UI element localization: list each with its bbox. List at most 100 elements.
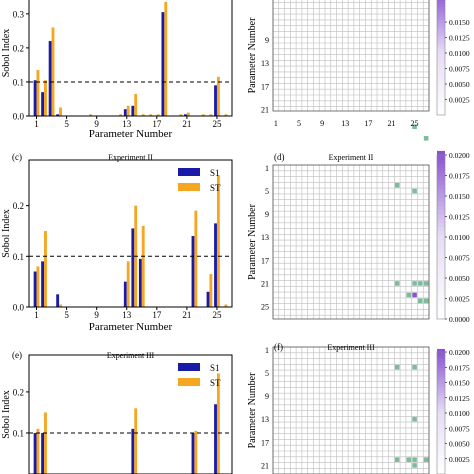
bar-st-p22 [194, 430, 198, 474]
legend-swatch-s1 [178, 168, 200, 176]
bar-st-p26 [224, 114, 228, 116]
colorbar-segment [437, 383, 445, 387]
panel-label: (e) [12, 350, 22, 360]
heatmap-cell-p22-p4 [394, 182, 400, 188]
colorbar-segment [437, 314, 445, 320]
bar-st-p13 [126, 261, 130, 307]
bar-s1-p25 [214, 223, 217, 307]
colorbar-segment [437, 358, 445, 362]
heatmap-x-tick-label: 5 [297, 119, 301, 128]
y-tick-label: 0.3 [13, 9, 25, 19]
colorbar-segment [437, 235, 445, 240]
colorbar-segment [437, 256, 445, 261]
colorbar-tick-label: 0.0025 [449, 96, 470, 105]
heatmap-cell-p25-p20 [412, 457, 417, 462]
heatmap-x-tick-label: 13 [341, 119, 349, 128]
heatmap-cell-p27-p20 [423, 457, 429, 462]
panel-title: Experiment II [329, 153, 374, 162]
bar-st-p25 [216, 373, 220, 474]
colorbar-segment [437, 395, 445, 400]
heatmap-cell-p25-p21 [412, 463, 417, 468]
bar-s1-p14 [131, 228, 135, 307]
colorbar-tick-label: 0.0125 [449, 213, 470, 222]
x-tick-label: 5 [64, 310, 69, 320]
colorbar-segment [437, 272, 445, 278]
colorbar-tick-label: 0.0025 [449, 295, 470, 304]
colorbar-segment [437, 361, 445, 366]
colorbar-segment [437, 16, 445, 21]
legend-swatch-st [178, 378, 200, 386]
x-tick-label: 21 [182, 119, 191, 129]
panel-label: (f) [274, 342, 283, 352]
heatmap-y-tick-label: 21 [261, 461, 269, 470]
colorbar-tick-label: 0.0050 [449, 440, 470, 449]
heatmap-x-tick-label: 21 [387, 119, 395, 128]
colorbar-segment [437, 239, 445, 244]
y-tick-label: 0.0 [13, 112, 25, 122]
x-tick-label: 17 [152, 310, 162, 320]
colorbar-tick-label: 0.0075 [449, 65, 470, 74]
colorbar-segment [437, 19, 445, 24]
colorbar-segment [437, 367, 445, 372]
bar-s1-p1 [33, 432, 37, 474]
panel-title: Experiment II [108, 153, 153, 162]
legend-swatch-s1 [178, 363, 200, 371]
heatmap-y-tick-label: 17 [261, 256, 269, 265]
colorbar-segment [437, 105, 445, 110]
heatmap-grid [272, 346, 430, 474]
colorbar-tick-label: 0.0175 [449, 172, 470, 181]
colorbar-segment [437, 455, 445, 459]
colorbar-segment [437, 439, 445, 444]
colorbar-segment [437, 48, 445, 52]
heatmap-cell-p25-p24 [412, 124, 417, 130]
colorbar-segment [437, 29, 445, 33]
y-tick-label: 0.1 [13, 77, 24, 87]
colorbar-segment [437, 155, 445, 160]
colorbar-segment [437, 310, 445, 316]
bar-st-p24 [209, 274, 213, 307]
bar-s1-p14 [131, 105, 135, 116]
bar-st-p17 [156, 114, 160, 116]
heatmap-cell-p27-p24 [423, 298, 429, 304]
y-axis-label: Sobol Index [1, 209, 12, 258]
bar-st-p14 [134, 93, 138, 116]
heatmap-y-tick-label: 17 [261, 438, 269, 447]
heatmap-cell-p24-p23 [406, 292, 412, 298]
colorbar-segment [437, 373, 445, 378]
bar-st-p2 [44, 412, 47, 474]
legend-label-st: ST [210, 378, 221, 388]
heatmap-x-tick-label: 9 [320, 119, 324, 128]
colorbar-segment [437, 192, 445, 198]
colorbar-segment [437, 370, 445, 375]
bar-s1-p3 [48, 41, 52, 116]
colorbar-segment [437, 0, 445, 5]
bar-s1-p2 [41, 261, 45, 307]
colorbar-segment [437, 436, 445, 441]
colorbar-segment [437, 92, 445, 97]
colorbar-segment [437, 45, 445, 49]
colorbar-segment [437, 364, 445, 369]
bar-s1-p14 [131, 428, 135, 474]
colorbar-segment [437, 35, 445, 40]
bar-st-p2 [44, 80, 47, 116]
bar-st-p15 [141, 225, 145, 307]
bar-s1-p2 [41, 432, 45, 474]
colorbar-segment [437, 159, 445, 164]
colorbar-segment [437, 352, 445, 356]
colorbar-segment [437, 277, 445, 282]
heatmap-cell-p24-p20 [406, 457, 412, 462]
colorbar-tick-label: 0.0075 [449, 254, 470, 263]
x-tick-label: 9 [94, 310, 99, 320]
colorbar-segment [437, 226, 445, 232]
heatmap-cell-p25-p23 [412, 292, 417, 298]
y-tick-label: 0.1 [13, 428, 24, 438]
heatmap-y-tick-label: 9 [265, 392, 269, 401]
bar-s1-p13 [123, 281, 127, 307]
heatmap-y-tick-label: 9 [265, 36, 269, 45]
bar-s1-p4 [56, 294, 60, 307]
bar-st-p25 [216, 76, 220, 116]
bar-st-p3 [51, 27, 55, 116]
bar-s1-p22 [191, 432, 195, 474]
panel-label: (c) [12, 152, 22, 162]
colorbar-segment [437, 64, 445, 68]
